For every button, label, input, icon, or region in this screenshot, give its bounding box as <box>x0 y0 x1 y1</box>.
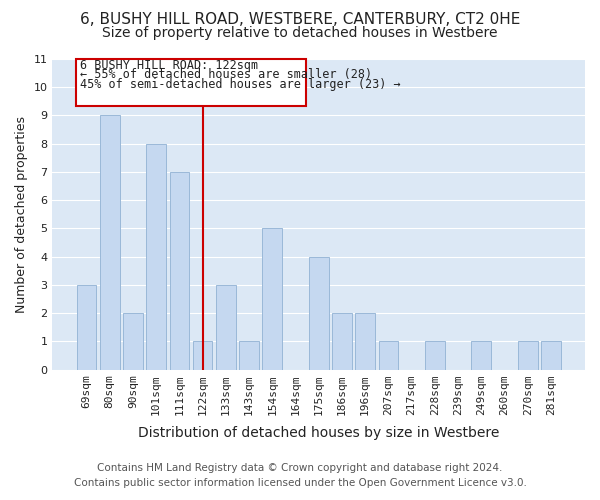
X-axis label: Distribution of detached houses by size in Westbere: Distribution of detached houses by size … <box>138 426 499 440</box>
Bar <box>76 59 306 106</box>
Bar <box>425 342 445 369</box>
Bar <box>170 172 189 370</box>
Bar <box>541 342 561 369</box>
Bar <box>193 342 212 369</box>
Text: Size of property relative to detached houses in Westbere: Size of property relative to detached ho… <box>102 26 498 40</box>
Bar <box>472 342 491 369</box>
Bar <box>146 144 166 370</box>
Bar <box>123 313 143 370</box>
Bar <box>262 228 282 370</box>
Bar <box>239 342 259 369</box>
Text: 45% of semi-detached houses are larger (23) →: 45% of semi-detached houses are larger (… <box>80 78 400 91</box>
Bar <box>355 313 375 370</box>
Bar <box>216 285 236 370</box>
Bar <box>100 116 119 370</box>
Text: Contains HM Land Registry data © Crown copyright and database right 2024.
Contai: Contains HM Land Registry data © Crown c… <box>74 462 526 487</box>
Bar <box>379 342 398 369</box>
Bar <box>309 256 329 370</box>
Text: 6 BUSHY HILL ROAD: 122sqm: 6 BUSHY HILL ROAD: 122sqm <box>80 58 257 71</box>
Bar <box>77 285 97 370</box>
Y-axis label: Number of detached properties: Number of detached properties <box>15 116 28 313</box>
Bar <box>518 342 538 369</box>
Text: ← 55% of detached houses are smaller (28): ← 55% of detached houses are smaller (28… <box>80 68 371 81</box>
Text: 6, BUSHY HILL ROAD, WESTBERE, CANTERBURY, CT2 0HE: 6, BUSHY HILL ROAD, WESTBERE, CANTERBURY… <box>80 12 520 28</box>
Bar <box>332 313 352 370</box>
